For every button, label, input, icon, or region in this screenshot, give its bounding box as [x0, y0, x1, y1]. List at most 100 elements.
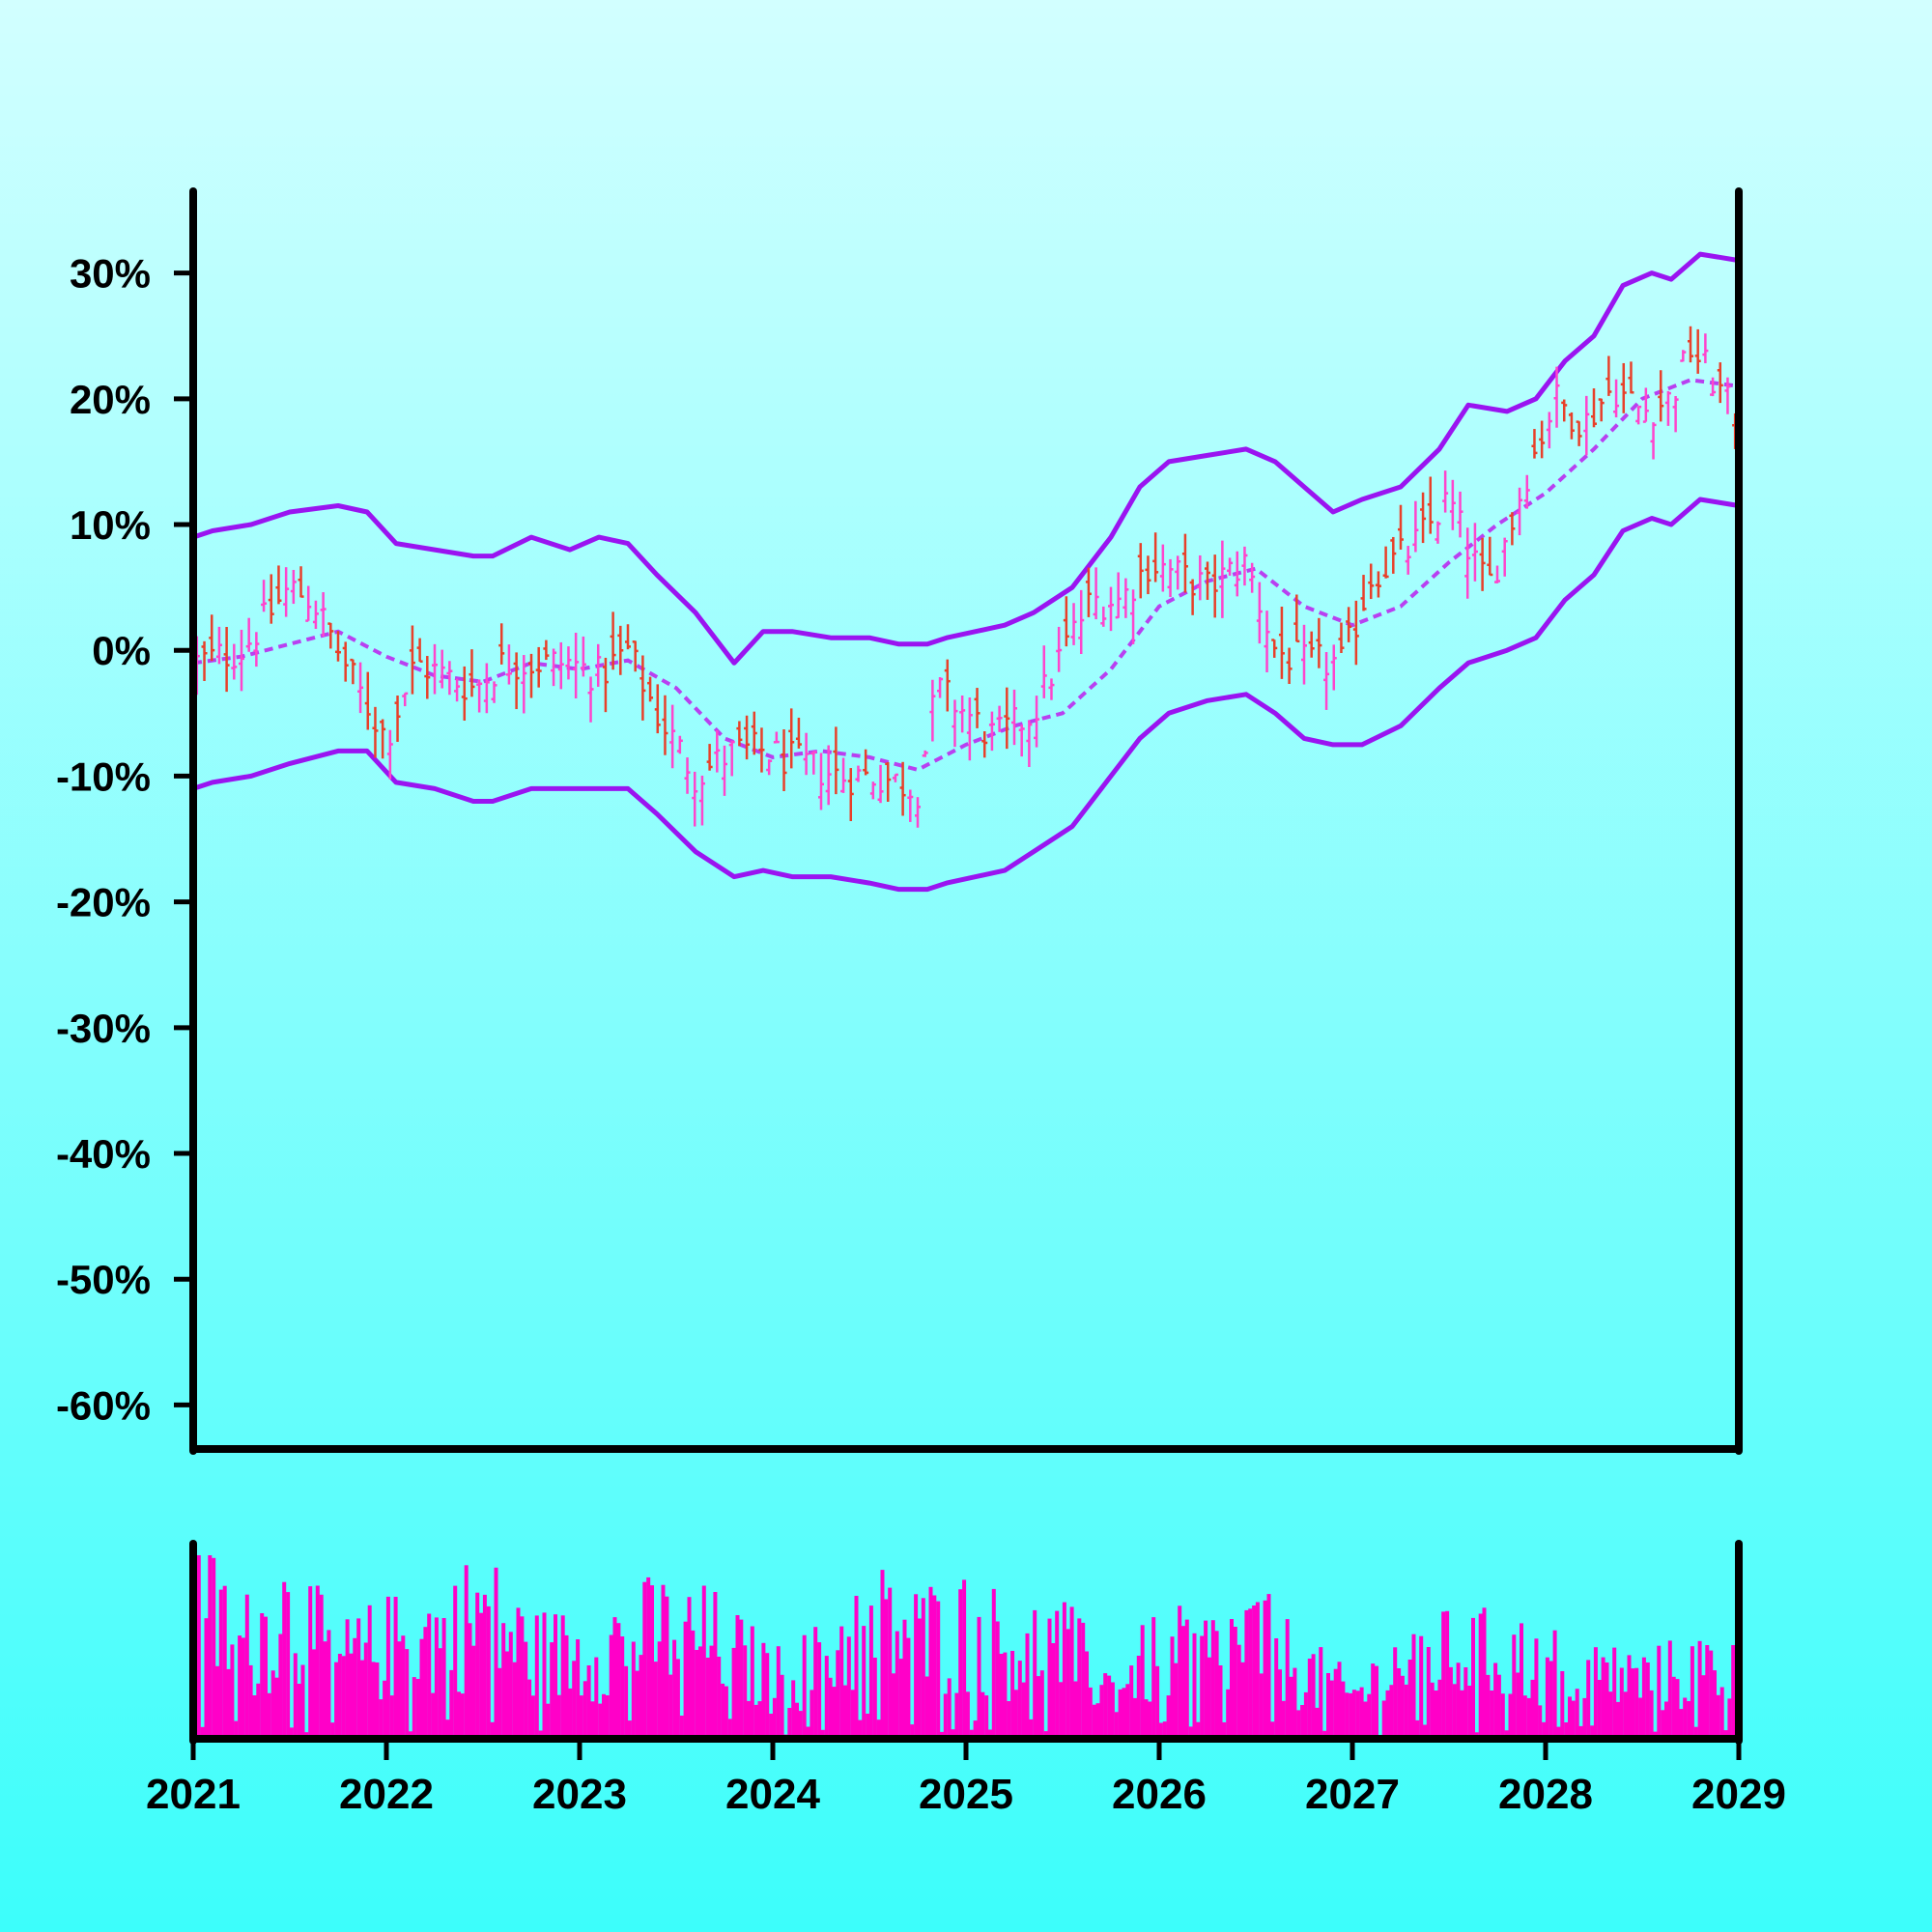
volume-bar [988, 1729, 992, 1739]
volume-bar [635, 1670, 639, 1739]
volume-bar [1608, 1691, 1613, 1739]
volume-bar [230, 1644, 235, 1739]
volume-bar [1329, 1680, 1334, 1739]
volume-bar [695, 1650, 699, 1739]
ohlc-bar [959, 695, 966, 733]
x-tick-label: 2023 [532, 1771, 627, 1818]
volume-bar [1496, 1674, 1501, 1739]
volume-bar [1371, 1663, 1376, 1739]
volume-bar [1393, 1647, 1398, 1739]
volume-bar [772, 1697, 777, 1739]
ohlc-bar [1227, 557, 1234, 576]
volume-bar [884, 1599, 889, 1739]
volume-bar [1667, 1640, 1672, 1739]
volume-bar [1155, 1665, 1160, 1739]
volume-bar [639, 1655, 643, 1739]
volume-bar [936, 1601, 941, 1739]
volume-bar [1375, 1665, 1378, 1739]
ohlc-bar [1271, 639, 1278, 658]
volume-bar [1192, 1633, 1197, 1739]
volume-bar [538, 1730, 543, 1739]
volume-bar [798, 1711, 803, 1739]
moving-average-line [192, 378, 1740, 773]
volume-bar [795, 1702, 799, 1739]
ohlc-bar [327, 622, 334, 649]
ohlc-bar [305, 585, 312, 622]
ohlc-bar [1211, 554, 1218, 618]
ohlc-bar [201, 640, 208, 681]
volume-bar [490, 1721, 495, 1739]
ohlc-bar [1175, 555, 1181, 590]
ohlc-bar [1598, 398, 1605, 422]
volume-bar [1400, 1675, 1405, 1739]
volume-bar [679, 1716, 684, 1739]
volume-bar [1069, 1606, 1074, 1739]
volume-bar [494, 1567, 498, 1739]
volume-bar [468, 1623, 472, 1739]
ohlc-bar [209, 614, 215, 662]
volume-bar [954, 1692, 959, 1739]
volume-bar [1118, 1689, 1122, 1739]
volume-bar [1597, 1680, 1602, 1739]
volume-bar [1423, 1724, 1427, 1739]
volume-bar [1616, 1701, 1620, 1739]
ohlc-bar [1688, 326, 1693, 363]
volume-bar [1274, 1638, 1279, 1739]
volume-bar [200, 1726, 205, 1739]
ohlc-bar [1479, 537, 1486, 591]
volume-bar [888, 1587, 893, 1739]
ohlc-bar [744, 715, 751, 760]
volume-bar [244, 1594, 249, 1739]
ohlc-bar [1189, 579, 1196, 615]
volume-bar [1404, 1684, 1408, 1739]
volume-bar [1522, 1695, 1527, 1739]
volume-bar [1037, 1676, 1040, 1739]
y-axis-ticks: 30% 20% 10% 0% -10% -20% -30% -40% -50% -60% [56, 251, 193, 1428]
y-tick-label: -20% [56, 880, 151, 925]
volume-bar [828, 1677, 833, 1739]
x-tick-label: 2022 [339, 1771, 434, 1818]
volume-bar [319, 1594, 324, 1739]
ohlc-bar [350, 658, 356, 685]
ohlc-bar [1568, 412, 1575, 440]
ohlc-bar [1100, 606, 1107, 627]
volume-bar [520, 1616, 525, 1739]
ohlc-bar [632, 640, 639, 672]
y-tick-label: -50% [56, 1257, 151, 1302]
ohlc-bar [1531, 429, 1538, 459]
volume-bar [1359, 1687, 1364, 1739]
ohlc-bar [1494, 565, 1500, 583]
ohlc-bar [439, 649, 445, 689]
volume-bar [1441, 1611, 1446, 1739]
volume-bar [546, 1703, 551, 1739]
ohlc-bar [335, 631, 341, 662]
ohlc-bar [855, 765, 862, 782]
volume-bar [1033, 1609, 1037, 1739]
ohlc-bar [239, 629, 244, 692]
ohlc-bar [877, 764, 884, 804]
volume-bar [1081, 1622, 1086, 1739]
ohlc-bar [1256, 582, 1263, 644]
volume-bar [813, 1627, 818, 1739]
volume-bar [308, 1586, 313, 1739]
ohlc-bar [758, 727, 765, 773]
volume-bar [1631, 1668, 1635, 1739]
volume-bar [1560, 1671, 1565, 1739]
volume-bar [802, 1634, 807, 1739]
volume-bar [1099, 1685, 1104, 1739]
volume-bar [1303, 1691, 1308, 1739]
volume-bar [1345, 1692, 1350, 1739]
ohlc-bar [1672, 396, 1679, 433]
volume-bar [1125, 1684, 1130, 1739]
ohlc-bar [1487, 536, 1493, 577]
ohlc-bars [193, 326, 1739, 828]
volume-bar [441, 1618, 446, 1739]
ohlc-bar [223, 627, 230, 693]
volume-bar [1538, 1705, 1543, 1739]
y-tick-label: -30% [56, 1006, 151, 1051]
volume-bar [1719, 1687, 1724, 1739]
volume-bar [1025, 1633, 1030, 1739]
volume-bar [832, 1687, 837, 1739]
ohlc-bar [944, 659, 951, 712]
ohlc-bar [1605, 355, 1612, 396]
